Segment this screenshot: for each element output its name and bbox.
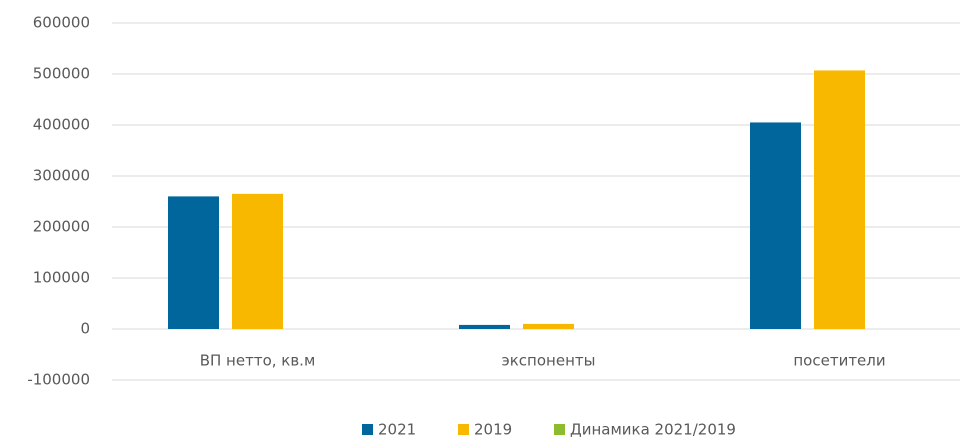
y-tick-label: 200000	[33, 218, 90, 236]
y-tick-label: 0	[80, 320, 90, 338]
y-tick-label: 100000	[33, 269, 90, 287]
legend-swatch	[554, 424, 565, 435]
x-tick-label: посетители	[793, 352, 885, 370]
bar	[814, 70, 865, 330]
legend-label: Динамика 2021/2019	[570, 421, 736, 439]
legend-label: 2021	[378, 421, 416, 439]
bar	[523, 323, 574, 329]
bar	[459, 324, 510, 329]
x-tick-label: ВП нетто, кв.м	[200, 352, 316, 370]
bar	[168, 196, 219, 329]
y-tick-label: 500000	[33, 65, 90, 83]
legend-label: 2019	[474, 421, 512, 439]
legend-swatch	[458, 424, 469, 435]
legend-swatch	[362, 424, 373, 435]
y-tick-label: 600000	[33, 14, 90, 32]
y-tick-label: 300000	[33, 167, 90, 185]
y-tick-label: -100000	[27, 371, 90, 389]
y-tick-label: 400000	[33, 116, 90, 134]
bar	[232, 193, 283, 329]
bar	[750, 122, 801, 329]
x-tick-label: экспоненты	[502, 352, 596, 370]
